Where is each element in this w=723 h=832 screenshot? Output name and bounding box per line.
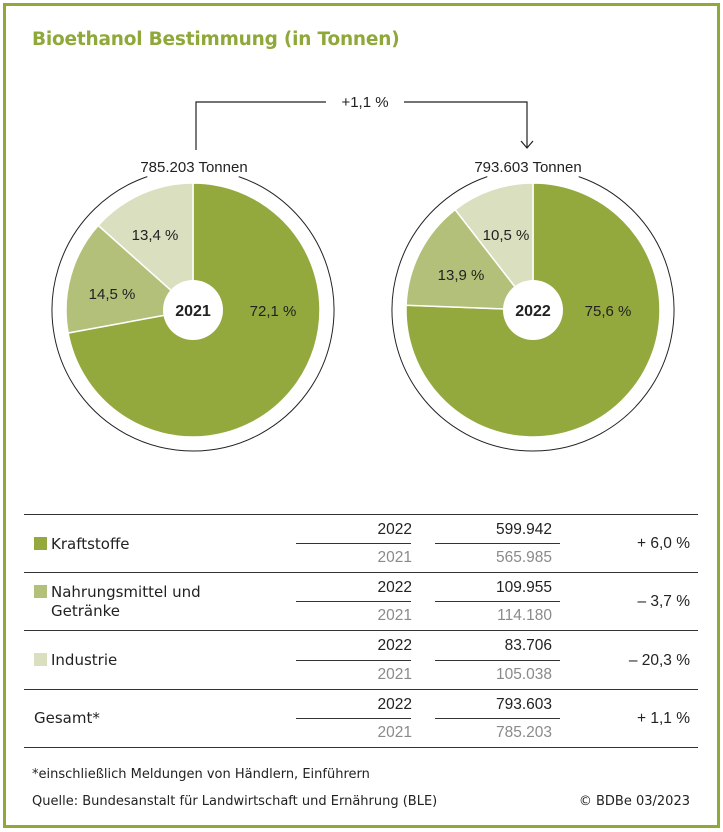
year-2022: 2022 xyxy=(377,637,412,654)
change-percent: – 20,3 % xyxy=(628,652,690,669)
outer-ring xyxy=(51,176,335,452)
year-2022: 2022 xyxy=(377,696,412,713)
category-label: Kraftstoffe xyxy=(34,535,130,554)
row-subdivider xyxy=(435,543,560,544)
year-2021: 2021 xyxy=(377,549,412,566)
slice-label-kraftstoffe: 75,6 % xyxy=(585,303,632,320)
value-2022: 83.706 xyxy=(504,637,552,654)
change-percent: – 3,7 % xyxy=(637,593,690,610)
pie-2022: 793.603 Tonnen 2022 75,6 % 13,9 % 10,5 % xyxy=(391,159,675,452)
category-label: Gesamt* xyxy=(34,709,100,727)
table-divider xyxy=(24,514,698,515)
pie-hole xyxy=(163,280,223,340)
year-2022: 2022 xyxy=(377,521,412,538)
value-2021: 565.985 xyxy=(495,549,552,566)
table-divider xyxy=(24,747,698,748)
slice-label-industrie: 10,5 % xyxy=(483,227,530,244)
row-subdivider xyxy=(296,660,411,661)
row-subdivider xyxy=(296,601,411,602)
pie-total-label: 785.203 Tonnen xyxy=(140,159,247,176)
value-2021: 785.203 xyxy=(495,724,552,741)
legend-swatch-industrie xyxy=(34,653,47,666)
legend-swatch-kraftstoffe xyxy=(34,537,47,550)
row-subdivider xyxy=(435,660,560,661)
value-2022: 599.942 xyxy=(495,521,552,538)
pie-slice-nahrungsmittel xyxy=(65,224,195,334)
pie-slice-industrie xyxy=(454,182,534,313)
slice-label-nahrungsmittel: 13,9 % xyxy=(438,267,485,284)
pie-slice-industrie xyxy=(97,182,194,312)
category-label: Nahrungsmittel und Getränke xyxy=(34,583,201,621)
table-divider xyxy=(24,630,698,631)
pie-charts: +1,1 % 785.203 Tonnen 2021 72,1 % 14,5 %… xyxy=(51,94,675,452)
year-2022: 2022 xyxy=(377,579,412,596)
category-label: Industrie xyxy=(34,651,117,670)
change-connector xyxy=(195,101,534,150)
row-subdivider xyxy=(435,718,560,719)
value-2022: 793.603 xyxy=(495,696,552,713)
connector-change-label: +1,1 % xyxy=(341,94,388,111)
value-2021: 105.038 xyxy=(495,666,552,683)
year-2021: 2021 xyxy=(377,607,412,624)
year-2021: 2021 xyxy=(377,666,412,683)
copyright: © BDBe 03/2023 xyxy=(578,794,690,809)
year-2021: 2021 xyxy=(377,724,412,741)
pie-2021: 785.203 Tonnen 2021 72,1 % 14,5 % 13,4 % xyxy=(51,159,335,452)
row-subdivider xyxy=(296,543,411,544)
row-subdivider xyxy=(435,601,560,602)
legend-swatch-nahrungsmittel xyxy=(34,585,47,598)
value-2021: 114.180 xyxy=(497,607,552,624)
pie-slice-nahrungsmittel xyxy=(405,208,535,311)
change-percent: + 1,1 % xyxy=(637,710,690,727)
value-2022: 109.955 xyxy=(495,579,552,596)
slice-label-industrie: 13,4 % xyxy=(132,227,179,244)
chart-title: Bioethanol Bestimmung (in Tonnen) xyxy=(32,29,400,50)
row-subdivider xyxy=(296,718,411,719)
slice-label-kraftstoffe: 72,1 % xyxy=(250,303,297,320)
pie-year-label: 2022 xyxy=(515,303,551,320)
outer-ring xyxy=(391,176,675,452)
table-divider xyxy=(24,689,698,690)
pie-total-label: 793.603 Tonnen xyxy=(474,159,581,176)
footnote: *einschließlich Meldungen von Händlern, … xyxy=(32,767,370,782)
table-divider xyxy=(24,572,698,573)
pie-hole xyxy=(503,280,563,340)
pie-year-label: 2021 xyxy=(175,303,211,320)
source-note: Quelle: Bundesanstalt für Landwirtschaft… xyxy=(32,794,438,809)
slice-label-nahrungsmittel: 14,5 % xyxy=(89,286,136,303)
change-percent: + 6,0 % xyxy=(637,535,690,552)
